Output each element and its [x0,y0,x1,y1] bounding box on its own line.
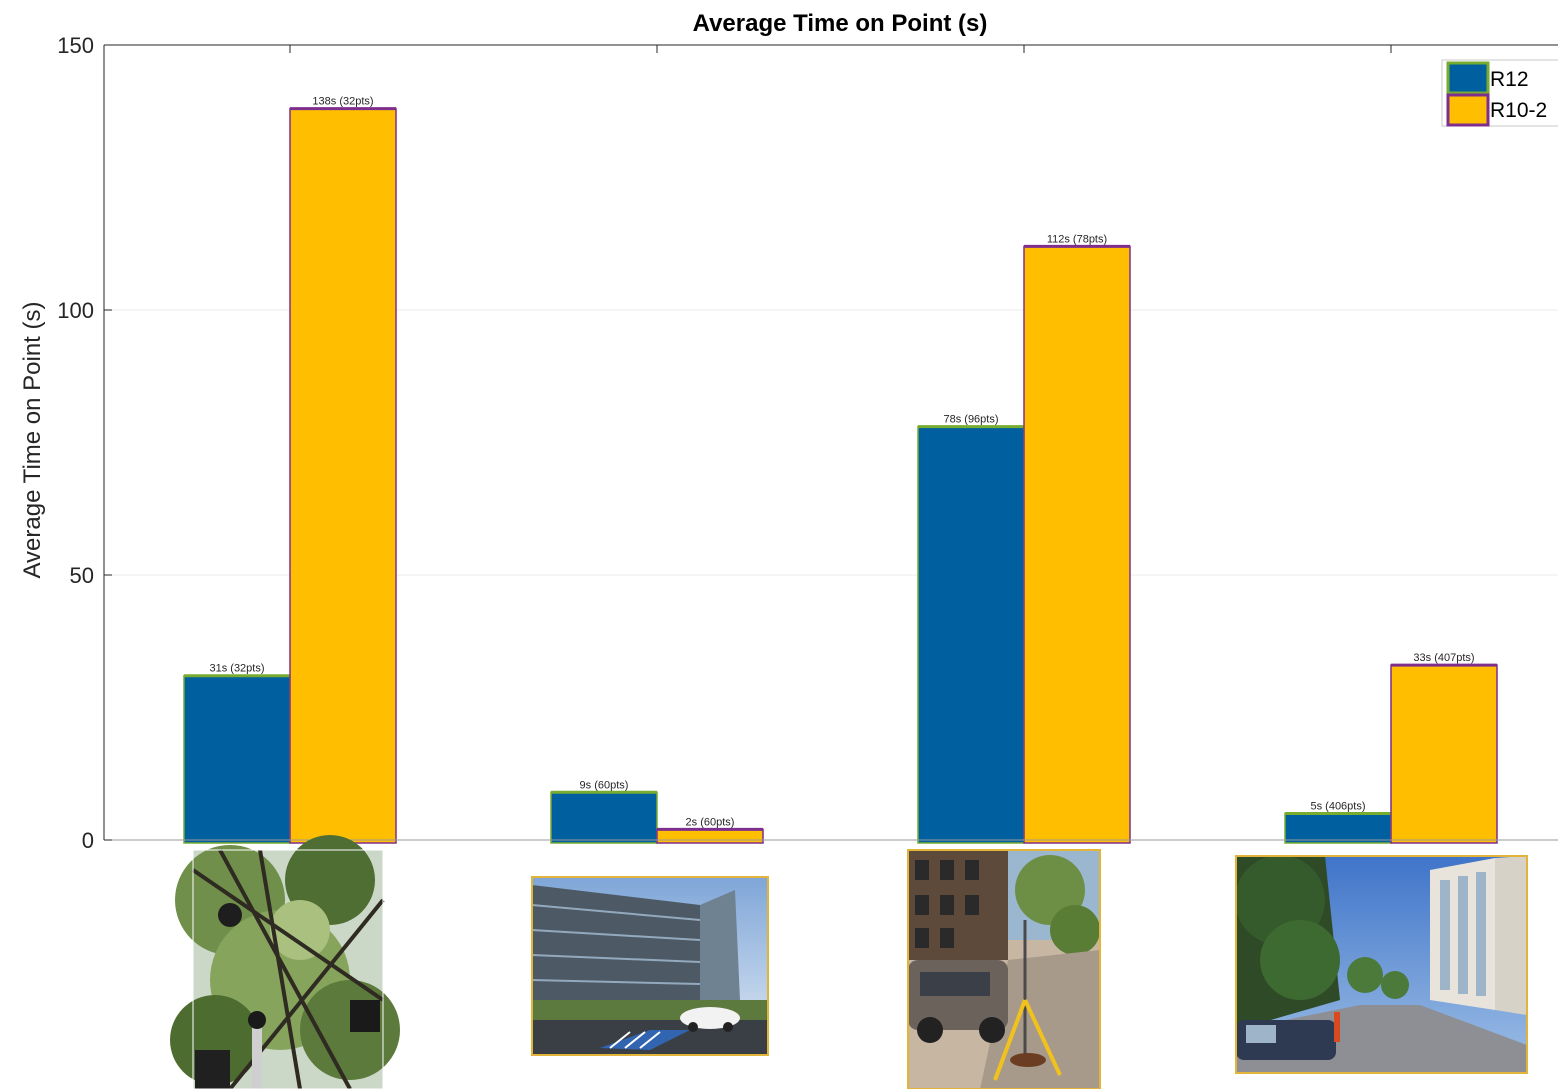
bar-body [1024,246,1130,843]
bar-data-label: 33s (407pts) [1413,652,1474,664]
bar-data-label: 112s (78pts) [1047,233,1107,245]
bars [183,107,1498,844]
bar-labels: 31s (32pts) 9s (60pts) 78s (96pts) 5s (406p… [209,96,1474,829]
y-tick-label: 100 [57,298,94,323]
bar-r10-2 [1390,663,1498,844]
legend-label-r10-2: R10-2 [1490,99,1547,122]
bar-data-label: 78s (96pts) [943,414,998,426]
legend-label-r12: R12 [1490,68,1529,91]
bar-body [918,426,1024,843]
legend-swatch-r12 [1446,61,1490,95]
legend-item-r12: R12 [1446,61,1529,95]
legend-item-r10-2: R10-2 [1446,93,1547,127]
bar-data-label: 2s (60pts) [686,816,735,828]
bar-body [1391,665,1497,843]
bar-r12 [550,790,658,844]
axes: 0 50 100 150 [57,33,1558,853]
office-building-photo [531,876,769,1056]
y-tick-label: 150 [57,33,94,58]
bar-body [551,792,657,843]
urban-street-trees-photo [907,849,1101,1089]
tree-canopy-photo [170,835,400,1089]
bar-body [657,829,763,843]
bar-data-label: 9s (60pts) [580,779,629,791]
bar-data-label: 5s (406pts) [1310,801,1365,813]
bar-r12 [917,425,1025,844]
bar-body [1285,813,1391,843]
legend-swatch-r10-2 [1446,93,1490,127]
bar-r10-2 [656,827,764,844]
bar-r10-2 [289,107,397,844]
bar-r12 [183,674,291,844]
bar-r10-2 [1023,244,1131,844]
y-tick-label: 0 [82,828,94,853]
bar-data-label: 138s (32pts) [312,96,373,108]
bar-body [290,108,396,844]
chart-title: Average Time on Point (s) [693,10,988,37]
y-tick-label: 50 [70,563,94,588]
bar-r12 [1284,812,1392,844]
open-street-photo [1235,855,1528,1074]
bar-data-label: 31s (32pts) [209,663,264,675]
legend: R12 R10-2 [1441,59,1558,127]
bar-body [184,675,290,843]
y-axis-label: Average Time on Point (s) [19,301,46,578]
